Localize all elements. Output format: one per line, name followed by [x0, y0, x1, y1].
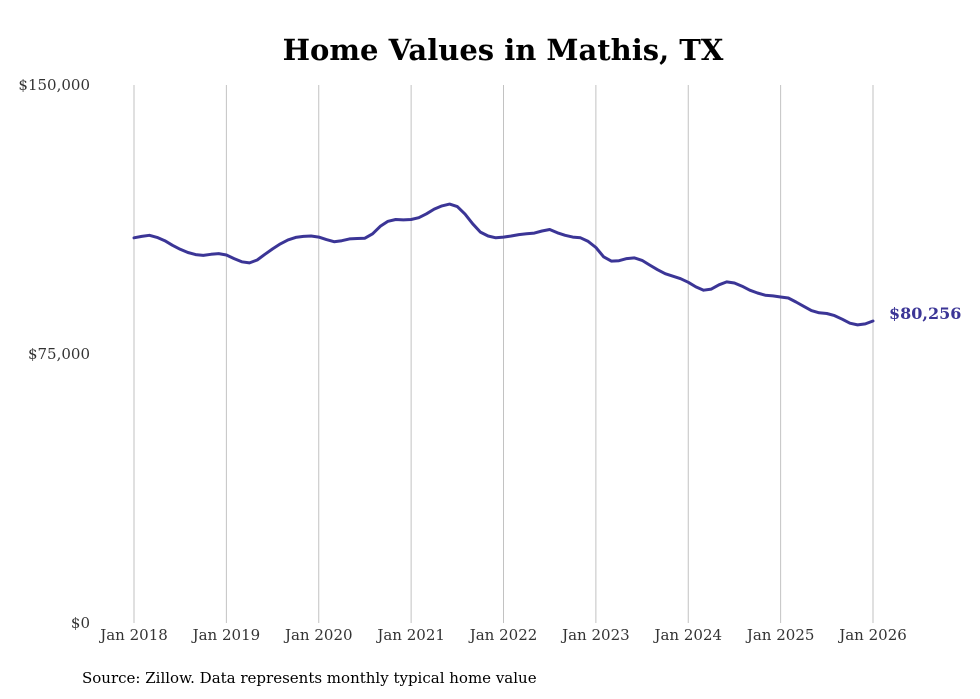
- x-axis-ticks: Jan 2018 Jan 2019 Jan 2020 Jan 2021 Jan 2022…: [98, 626, 907, 644]
- x-tick-label: Jan 2018: [98, 626, 168, 644]
- last-value-label: $80,256: [889, 304, 961, 323]
- chart-title: Home Values in Mathis, TX: [283, 33, 724, 67]
- x-tick-label: Jan 2023: [560, 626, 630, 644]
- home-value-series-line: [132, 202, 875, 327]
- y-tick-label: $150,000: [18, 76, 90, 94]
- x-tick-label: Jan 2024: [652, 626, 722, 644]
- x-tick-label: Jan 2021: [375, 626, 445, 644]
- x-tick-label: Jan 2019: [191, 626, 261, 644]
- x-tick-label: Jan 2026: [837, 626, 907, 644]
- source-note: Source: Zillow. Data represents monthly …: [82, 669, 537, 687]
- gridlines: [133, 85, 874, 623]
- x-tick-label: Jan 2025: [745, 626, 815, 644]
- y-tick-label: $0: [71, 614, 90, 632]
- x-tick-label: Jan 2022: [468, 626, 538, 644]
- y-axis-ticks: $0 $75,000 $150,000: [18, 76, 90, 632]
- x-tick-label: Jan 2020: [283, 626, 353, 644]
- y-tick-label: $75,000: [28, 345, 90, 363]
